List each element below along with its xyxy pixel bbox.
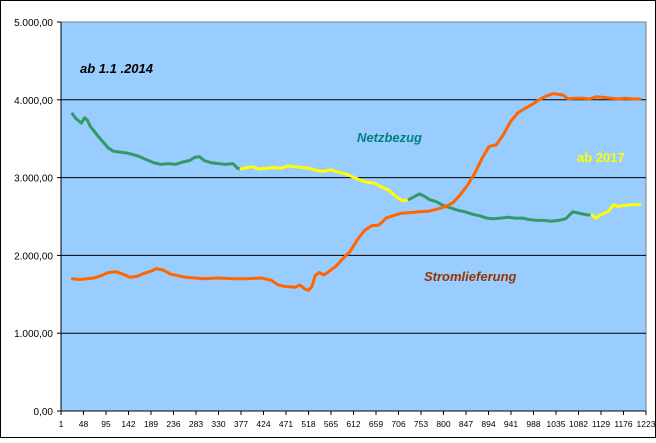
x-tick-label: 283: [189, 419, 203, 429]
annotation-period: ab 1.1 .2014: [80, 61, 154, 76]
x-tick-label: 1129: [592, 419, 611, 429]
x-tick-label: 1223: [637, 419, 656, 429]
x-tick-label: 847: [459, 419, 473, 429]
x-tick-label: 95: [101, 419, 111, 429]
x-tick-label: 612: [346, 419, 360, 429]
series-lines: [71, 92, 642, 292]
annotation-ab-2017: ab 2017: [577, 150, 625, 165]
x-tick-label: 753: [414, 419, 428, 429]
x-tick-labels: 1 48 95 142 189 236 283 330 377 424 471 518 565 612 65…: [59, 419, 656, 429]
x-tick-label: 236: [166, 419, 180, 429]
x-tick-label: 1035: [547, 419, 566, 429]
y-tick-label: 4.000,00: [14, 96, 53, 107]
x-tick-label: 565: [324, 419, 338, 429]
series-line-segment: [71, 112, 243, 171]
x-tick-label: 518: [301, 419, 315, 429]
x-tick-label: 1: [59, 419, 64, 429]
annotation-netzbezug: Netzbezug: [357, 130, 422, 145]
x-tick-label: 894: [481, 419, 495, 429]
x-tick-label: 471: [279, 419, 293, 429]
x-tick-label: 659: [369, 419, 383, 429]
y-tick-label: 0,00: [34, 407, 54, 418]
x-tick-label: 424: [256, 419, 270, 429]
series-line-segment: [407, 192, 594, 223]
series-line-segment: [239, 164, 411, 203]
series-stromlieferung: [71, 92, 642, 292]
x-tick-label: 1176: [614, 419, 633, 429]
y-tick-label: 1.000,00: [14, 329, 53, 340]
x-tick-label: 800: [436, 419, 450, 429]
x-tick-label: 48: [79, 419, 89, 429]
y-tick-label: 2.000,00: [14, 251, 53, 262]
x-tick-label: 706: [391, 419, 405, 429]
series-line-segment: [71, 92, 642, 292]
annotation-stromlieferung: Stromlieferung: [424, 269, 517, 284]
x-tick-label: 941: [504, 419, 518, 429]
y-tick-label: 5.000,00: [14, 18, 53, 29]
y-tick-labels: 0,00 1.000,00 2.000,00 3.000,00 4.000,00 5.00…: [14, 18, 53, 418]
x-tick-label: 377: [234, 419, 248, 429]
series-netzbezug: [71, 112, 642, 223]
x-tick-label: 189: [144, 419, 158, 429]
series-line-segment: [590, 203, 642, 220]
y-tick-label: 3.000,00: [14, 174, 53, 185]
plot-area: [60, 21, 647, 412]
axes: [60, 22, 646, 412]
x-tick-label: 142: [121, 419, 135, 429]
x-tick-label: 988: [526, 419, 540, 429]
x-tick-label: 330: [211, 419, 225, 429]
x-tick-label: 1082: [569, 419, 588, 429]
